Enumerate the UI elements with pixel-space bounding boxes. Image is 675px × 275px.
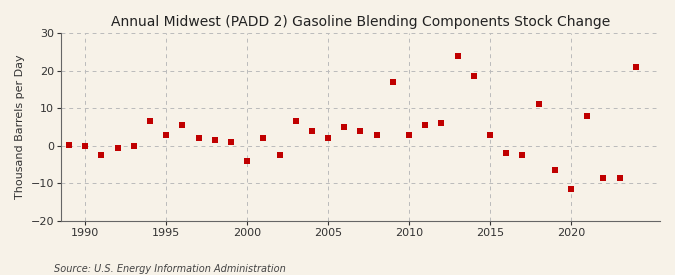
Point (225, 140, 236, 144)
Point (387, 80, 398, 84)
Point (306, 128, 317, 133)
Point (355, 128, 366, 133)
Point (112, 145, 123, 150)
Point (258, 136, 269, 141)
Point (161, 132, 171, 137)
Point (323, 136, 333, 141)
Point (630, 65, 641, 69)
Point (128, 144, 139, 148)
Point (404, 132, 414, 137)
Point (96, 153, 107, 157)
Point (420, 123, 431, 127)
Point (614, 176, 625, 180)
Y-axis label: Thousand Barrels per Day: Thousand Barrels per Day (15, 55, 25, 199)
Point (242, 159, 252, 163)
Point (533, 102, 544, 107)
Point (468, 74, 479, 78)
Point (80, 144, 90, 148)
Point (177, 123, 188, 127)
Point (144, 119, 155, 123)
Point (290, 119, 301, 123)
Point (63, 142, 74, 147)
Point (339, 125, 350, 129)
Point (452, 53, 463, 58)
Point (598, 176, 609, 180)
Point (371, 132, 382, 137)
Point (209, 138, 220, 142)
Point (566, 187, 576, 191)
Title: Annual Midwest (PADD 2) Gasoline Blending Components Stock Change: Annual Midwest (PADD 2) Gasoline Blendin… (111, 15, 610, 29)
Point (274, 153, 285, 157)
Text: Source: U.S. Energy Information Administration: Source: U.S. Energy Information Administ… (54, 264, 286, 274)
Point (485, 132, 495, 137)
Point (501, 151, 512, 156)
Point (436, 121, 447, 125)
Point (582, 114, 593, 118)
Point (517, 153, 528, 157)
Point (193, 136, 204, 141)
Point (549, 168, 560, 172)
